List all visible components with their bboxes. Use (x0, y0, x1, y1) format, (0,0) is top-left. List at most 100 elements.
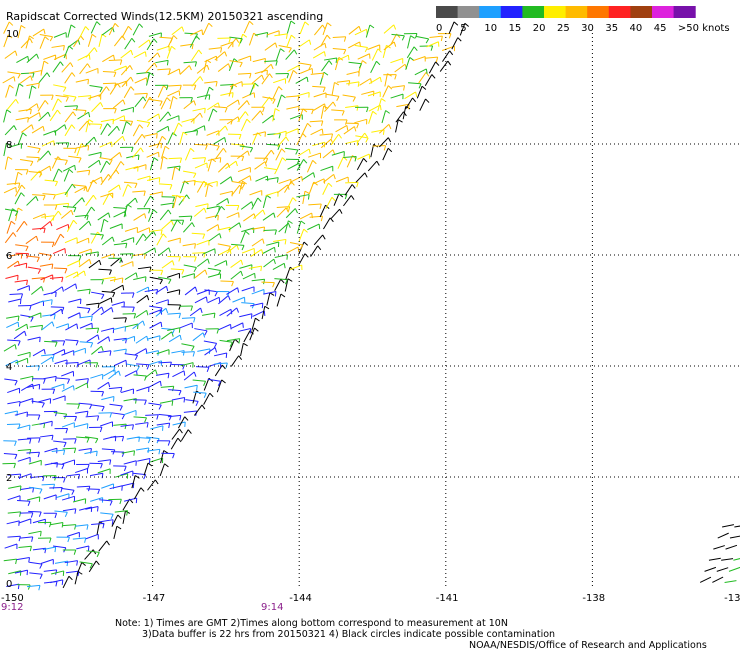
wind-barb (412, 56, 426, 62)
wind-barb-flag (188, 65, 192, 71)
wind-barb-flag (136, 365, 140, 371)
wind-barb-flag (86, 411, 89, 417)
wind-barb (254, 69, 268, 75)
wind-barb (179, 322, 193, 329)
wind-barb-flag (90, 342, 94, 348)
wind-barb (28, 510, 42, 513)
wind-barb (237, 166, 251, 173)
wind-barb-flag (285, 207, 289, 213)
wind-barb (72, 498, 86, 503)
wind-barb (158, 183, 172, 186)
wind-barb (264, 167, 278, 171)
wind-barb (7, 511, 21, 514)
wind-barb-flag (149, 72, 155, 77)
wind-barb-flag (118, 184, 121, 190)
wind-barb-flag (71, 183, 76, 189)
wind-barb (168, 389, 182, 392)
wind-barb-flag (449, 50, 454, 56)
wind-barb-flag (36, 53, 39, 59)
wind-barb-flag (168, 68, 171, 74)
x-tick-labels: -150 -147 -144 -141 -138 -13 (1, 593, 740, 604)
wind-barb-flag (293, 69, 298, 74)
wind-barb-flag (121, 485, 123, 491)
wind-barb (111, 514, 119, 527)
wind-barb (252, 131, 266, 136)
wind-barb (156, 233, 164, 246)
wind-barb (91, 522, 105, 526)
wind-barb (26, 365, 40, 368)
wind-barb-flag (64, 268, 68, 274)
wind-barb (184, 32, 198, 35)
wind-barb (331, 109, 345, 112)
wind-barb (241, 302, 255, 305)
wind-barb (32, 227, 46, 230)
wind-barb-flag (13, 125, 17, 131)
wind-barb-flag (113, 72, 117, 78)
wind-barb-flag (96, 451, 98, 457)
wind-barb-flag (162, 233, 167, 238)
wind-barb-flag (122, 136, 126, 142)
wind-barb (16, 500, 31, 502)
wind-barb (243, 213, 255, 222)
wind-barb-flag (27, 501, 31, 507)
wind-barb-flag (280, 278, 285, 284)
wind-barb (39, 34, 53, 38)
wind-barb-flag (39, 563, 43, 569)
wind-barb-flag (199, 76, 204, 81)
wind-barb-flag (341, 110, 345, 116)
wind-barb (251, 238, 263, 247)
wind-barb-flag (77, 571, 80, 577)
wind-barb (29, 486, 43, 490)
wind-barb-flag (106, 86, 110, 91)
wind-barb (231, 143, 245, 146)
wind-barb-flag (134, 183, 138, 189)
wind-barb-flag (159, 101, 163, 106)
wind-barb-flag (108, 173, 112, 179)
wind-barb (197, 258, 209, 268)
wind-barb (240, 118, 248, 132)
wind-barb-flag (292, 197, 297, 202)
wind-barb-flag (190, 147, 195, 153)
wind-barb (146, 177, 160, 182)
wind-barb (285, 128, 299, 135)
wind-barb-flag (111, 519, 114, 525)
wind-barb-flag (249, 73, 252, 79)
wind-barb (172, 370, 185, 378)
wind-barb-flag (238, 134, 242, 140)
wind-barb (226, 116, 239, 125)
wind-barb (26, 156, 40, 159)
wind-barb-flag (372, 110, 377, 115)
wind-barb (113, 337, 127, 341)
wind-barb-flag (74, 165, 76, 171)
wind-barb-flag (156, 414, 159, 420)
wind-barb-flag (14, 380, 18, 386)
wind-barb-flag (51, 94, 54, 101)
wind-barb (18, 545, 32, 548)
wind-barb-flag (42, 476, 45, 482)
wind-barb-flag (130, 86, 135, 91)
wind-barb (149, 321, 162, 329)
wind-barb (204, 86, 210, 100)
wind-barb (310, 245, 319, 257)
wind-barb-flag (72, 111, 77, 117)
wind-barb-flag (54, 204, 58, 210)
wind-barb (28, 459, 42, 465)
wind-barb (192, 125, 205, 132)
wind-barb (120, 482, 134, 487)
wind-barb-flag (356, 105, 359, 111)
wind-barb (77, 288, 91, 292)
wind-barb (65, 570, 79, 574)
wind-barb-flag (307, 194, 310, 200)
wind-barb (61, 350, 74, 356)
wind-barb-flag (96, 415, 100, 421)
wind-barb (229, 338, 236, 352)
wind-barb (26, 451, 40, 454)
wind-barb (343, 126, 355, 135)
x-tick-label: -138 (582, 593, 605, 604)
wind-barb-flag (322, 87, 326, 93)
wind-barb-flag (160, 229, 163, 235)
wind-barb (91, 306, 103, 316)
wind-barb-flag (143, 474, 147, 480)
wind-barb-flag (159, 307, 163, 313)
